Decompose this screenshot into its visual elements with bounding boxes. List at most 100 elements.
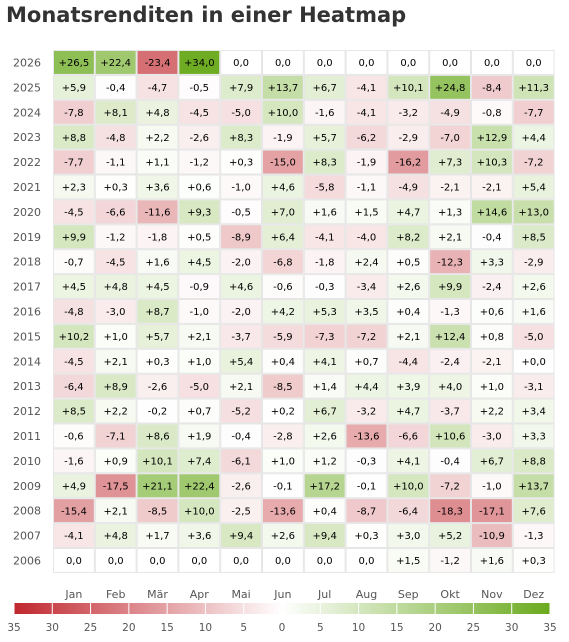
heatmap-cell[interactable] bbox=[345, 199, 388, 225]
heatmap-cell[interactable] bbox=[471, 149, 513, 175]
heatmap-cell[interactable] bbox=[262, 299, 304, 324]
heatmap-cell[interactable] bbox=[178, 224, 221, 250]
heatmap-cell[interactable] bbox=[345, 274, 388, 300]
heatmap-cell[interactable] bbox=[262, 249, 304, 275]
heatmap-cell[interactable] bbox=[471, 473, 513, 499]
heatmap-cell[interactable] bbox=[178, 124, 221, 150]
heatmap-cell[interactable] bbox=[53, 124, 95, 150]
heatmap-cell[interactable] bbox=[429, 348, 472, 374]
heatmap-cell[interactable] bbox=[136, 249, 179, 275]
heatmap-cell[interactable] bbox=[429, 199, 472, 225]
heatmap-cell[interactable] bbox=[94, 398, 137, 424]
heatmap-cell[interactable] bbox=[471, 99, 513, 125]
heatmap-cell[interactable] bbox=[220, 473, 262, 499]
heatmap-cell[interactable] bbox=[387, 249, 430, 275]
heatmap-cell[interactable] bbox=[471, 124, 513, 150]
heatmap-cell[interactable] bbox=[303, 373, 346, 399]
heatmap-cell[interactable] bbox=[136, 74, 179, 100]
heatmap-cell[interactable] bbox=[387, 299, 430, 324]
heatmap-cell[interactable] bbox=[178, 74, 221, 100]
heatmap-cell[interactable] bbox=[220, 498, 262, 524]
heatmap-cell[interactable] bbox=[429, 99, 472, 125]
heatmap-cell[interactable] bbox=[512, 199, 555, 225]
heatmap-cell[interactable] bbox=[387, 199, 430, 225]
heatmap-cell[interactable] bbox=[303, 348, 346, 374]
heatmap-cell[interactable] bbox=[94, 124, 137, 150]
heatmap-cell[interactable] bbox=[387, 448, 430, 474]
heatmap-cell[interactable] bbox=[53, 99, 95, 125]
heatmap-cell[interactable] bbox=[178, 249, 221, 275]
heatmap-cell[interactable] bbox=[471, 299, 513, 324]
heatmap-cell[interactable] bbox=[220, 224, 262, 250]
heatmap-cell[interactable] bbox=[220, 373, 262, 399]
heatmap-cell[interactable] bbox=[512, 398, 555, 424]
heatmap-cell[interactable] bbox=[178, 323, 221, 349]
heatmap-cell[interactable] bbox=[53, 473, 95, 499]
heatmap-cell[interactable] bbox=[345, 498, 388, 524]
heatmap-cell[interactable] bbox=[262, 99, 304, 125]
heatmap-cell[interactable] bbox=[345, 74, 388, 100]
heatmap-cell[interactable] bbox=[136, 99, 179, 125]
heatmap-cell[interactable] bbox=[94, 74, 137, 100]
heatmap-cell[interactable] bbox=[471, 224, 513, 250]
heatmap-cell[interactable] bbox=[512, 149, 555, 175]
heatmap-cell[interactable] bbox=[53, 448, 95, 474]
heatmap-cell[interactable] bbox=[512, 373, 555, 399]
heatmap-cell[interactable] bbox=[429, 423, 472, 449]
heatmap-cell[interactable] bbox=[345, 99, 388, 125]
heatmap-cell[interactable] bbox=[94, 274, 137, 300]
heatmap-cell[interactable] bbox=[429, 149, 472, 175]
heatmap-cell[interactable] bbox=[512, 348, 555, 374]
heatmap-cell[interactable] bbox=[53, 299, 95, 324]
heatmap-cell[interactable] bbox=[471, 373, 513, 399]
heatmap-cell[interactable] bbox=[387, 224, 430, 250]
heatmap-cell[interactable] bbox=[53, 224, 95, 250]
heatmap-cell[interactable] bbox=[345, 473, 388, 499]
heatmap-cell[interactable] bbox=[94, 174, 137, 200]
heatmap-cell[interactable] bbox=[220, 348, 262, 374]
heatmap-cell[interactable] bbox=[512, 124, 555, 150]
heatmap-cell[interactable] bbox=[429, 249, 472, 275]
heatmap-cell[interactable] bbox=[429, 274, 472, 300]
heatmap-cell[interactable] bbox=[220, 124, 262, 150]
heatmap-cell[interactable] bbox=[220, 548, 262, 573]
heatmap-cell[interactable] bbox=[53, 323, 95, 349]
heatmap-cell[interactable] bbox=[471, 448, 513, 474]
heatmap-cell[interactable] bbox=[94, 498, 137, 524]
heatmap-cell[interactable] bbox=[262, 523, 304, 548]
heatmap-cell[interactable] bbox=[262, 323, 304, 349]
heatmap-cell[interactable] bbox=[471, 398, 513, 424]
heatmap-cell[interactable] bbox=[429, 373, 472, 399]
heatmap-cell[interactable] bbox=[53, 50, 95, 75]
heatmap-cell[interactable] bbox=[512, 299, 555, 324]
heatmap-cell[interactable] bbox=[262, 74, 304, 100]
heatmap-cell[interactable] bbox=[262, 50, 304, 75]
heatmap-cell[interactable] bbox=[429, 174, 472, 200]
heatmap-cell[interactable] bbox=[178, 274, 221, 300]
heatmap-cell[interactable] bbox=[303, 473, 346, 499]
heatmap-cell[interactable] bbox=[303, 274, 346, 300]
heatmap-cell[interactable] bbox=[262, 448, 304, 474]
heatmap-cell[interactable] bbox=[220, 274, 262, 300]
heatmap-cell[interactable] bbox=[136, 299, 179, 324]
heatmap-cell[interactable] bbox=[262, 348, 304, 374]
heatmap-cell[interactable] bbox=[136, 398, 179, 424]
heatmap-cell[interactable] bbox=[303, 124, 346, 150]
heatmap-cell[interactable] bbox=[53, 498, 95, 524]
heatmap-cell[interactable] bbox=[512, 174, 555, 200]
heatmap-cell[interactable] bbox=[220, 74, 262, 100]
heatmap-cell[interactable] bbox=[303, 50, 346, 75]
heatmap-cell[interactable] bbox=[178, 498, 221, 524]
heatmap-cell[interactable] bbox=[262, 548, 304, 573]
heatmap-cell[interactable] bbox=[94, 523, 137, 548]
heatmap-cell[interactable] bbox=[471, 498, 513, 524]
heatmap-cell[interactable] bbox=[262, 124, 304, 150]
heatmap-cell[interactable] bbox=[471, 74, 513, 100]
heatmap-cell[interactable] bbox=[178, 199, 221, 225]
heatmap-cell[interactable] bbox=[303, 199, 346, 225]
heatmap-cell[interactable] bbox=[387, 50, 430, 75]
heatmap-cell[interactable] bbox=[345, 149, 388, 175]
heatmap-cell[interactable] bbox=[345, 523, 388, 548]
heatmap-cell[interactable] bbox=[262, 473, 304, 499]
heatmap-cell[interactable] bbox=[387, 323, 430, 349]
